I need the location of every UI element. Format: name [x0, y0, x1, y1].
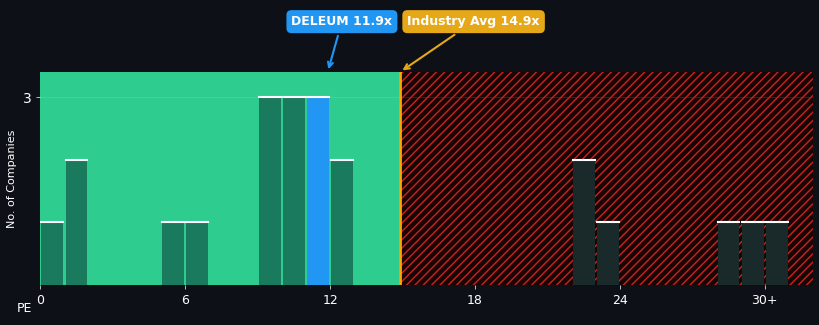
Y-axis label: No. of Companies: No. of Companies: [7, 129, 17, 228]
Bar: [400, 72, 812, 285]
Text: Industry Avg 14.9x: Industry Avg 14.9x: [404, 15, 539, 69]
Bar: [717, 222, 739, 285]
Bar: [42, 222, 63, 285]
Bar: [741, 222, 762, 285]
Bar: [162, 222, 183, 285]
Bar: [765, 222, 787, 285]
X-axis label: PE: PE: [17, 302, 33, 315]
Bar: [186, 222, 208, 285]
Text: DELEUM 11.9x: DELEUM 11.9x: [291, 15, 392, 67]
Bar: [283, 97, 305, 285]
Bar: [66, 160, 88, 285]
Bar: [40, 72, 400, 285]
Bar: [259, 97, 280, 285]
Bar: [596, 222, 618, 285]
Bar: [572, 160, 594, 285]
Bar: [307, 97, 328, 285]
Bar: [331, 160, 353, 285]
